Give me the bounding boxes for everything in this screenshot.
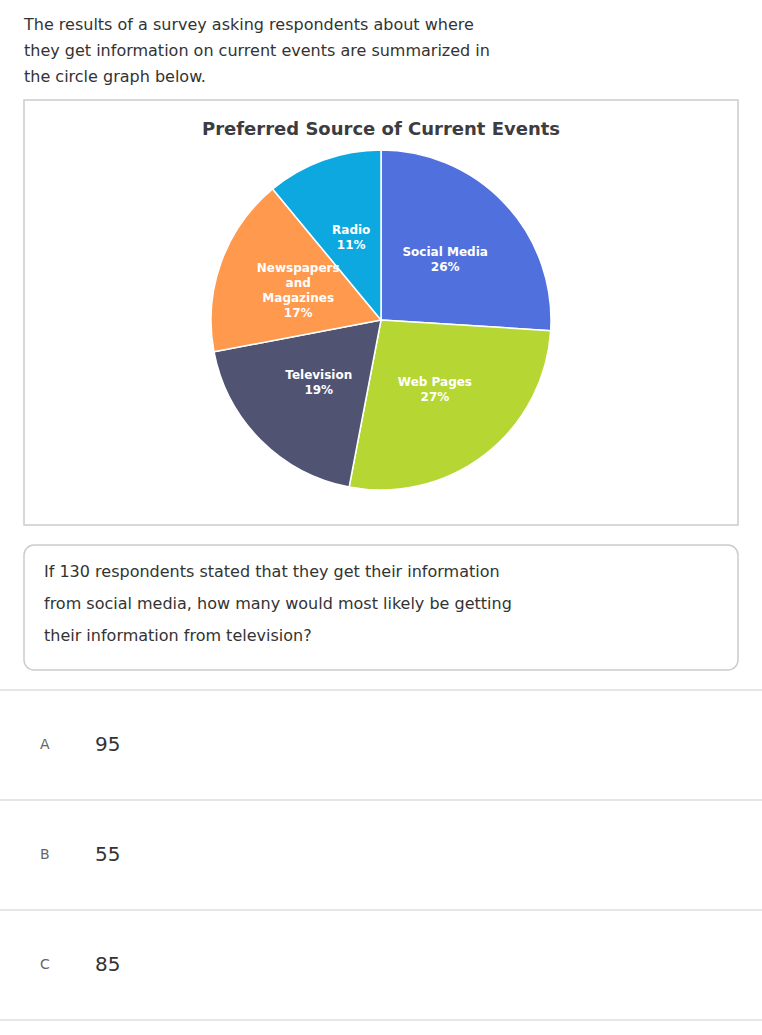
svg-text:If 130 respondents stated that: If 130 respondents stated that they get …: [44, 562, 500, 581]
svg-text:11%: 11%: [337, 238, 366, 252]
svg-text:Television: Television: [285, 368, 352, 382]
svg-text:Magazines: Magazines: [262, 291, 334, 305]
svg-text:85: 85: [95, 952, 120, 976]
svg-text:C: C: [40, 956, 50, 972]
svg-text:A: A: [40, 736, 50, 752]
svg-text:Social Media: Social Media: [402, 245, 487, 259]
svg-text:Newspapers: Newspapers: [257, 261, 340, 275]
svg-text:27%: 27%: [421, 390, 450, 404]
svg-text:they get information on curren: they get information on current events a…: [24, 41, 490, 60]
svg-text:from social media, how many wo: from social media, how many would most l…: [44, 594, 512, 613]
svg-text:19%: 19%: [304, 383, 333, 397]
svg-text:Preferred Source of Current Ev: Preferred Source of Current Events: [202, 118, 560, 139]
svg-text:their information from televis: their information from television?: [44, 626, 312, 645]
svg-text:B: B: [40, 846, 50, 862]
svg-text:and: and: [286, 276, 311, 290]
svg-text:17%: 17%: [284, 306, 313, 320]
svg-text:Web Pages: Web Pages: [398, 375, 472, 389]
svg-text:95: 95: [95, 732, 120, 756]
svg-text:26%: 26%: [431, 260, 460, 274]
svg-text:the circle graph below.: the circle graph below.: [24, 67, 206, 86]
svg-text:55: 55: [95, 842, 120, 866]
svg-text:The results of a survey asking: The results of a survey asking responden…: [23, 15, 474, 34]
svg-text:Radio: Radio: [332, 223, 370, 237]
